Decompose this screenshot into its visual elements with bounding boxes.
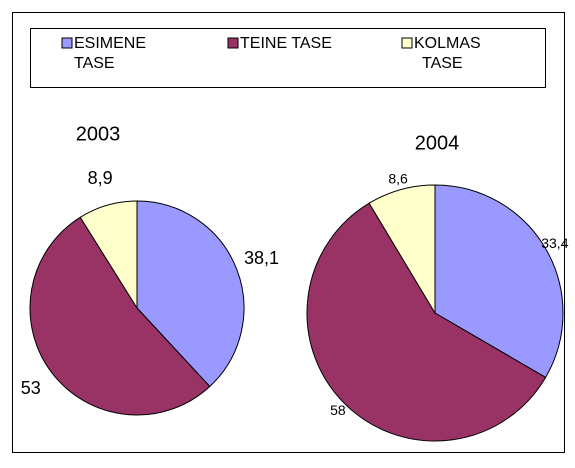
legend-swatch — [61, 37, 73, 49]
data-label: 8,6 — [388, 170, 408, 186]
pie-slice — [368, 184, 436, 315]
pie-slice — [29, 216, 211, 416]
legend-label: KOLMAS TASE — [414, 35, 481, 72]
pie-title: 2003 — [76, 123, 121, 145]
legend-word: TASE — [422, 55, 463, 72]
legend-label: ESIMENE TASE — [74, 35, 146, 72]
pie-slice — [434, 184, 564, 379]
pie-slice — [136, 200, 245, 388]
legend-word: KOLMAS — [414, 35, 481, 52]
legend-word: TASE — [74, 55, 115, 72]
data-label: 58 — [330, 402, 346, 418]
legend-swatch — [401, 37, 413, 49]
legend-swatch — [227, 37, 239, 49]
legend-label: TEINE TASE — [240, 35, 332, 52]
data-label: 8,9 — [88, 168, 113, 188]
legend-word: ESIMENE — [74, 35, 146, 52]
pie-slice — [306, 202, 547, 442]
pie-slice — [79, 200, 138, 310]
data-label: 38,1 — [244, 248, 279, 268]
data-label: 33,4 — [541, 235, 568, 251]
pie-title: 2004 — [415, 132, 460, 154]
data-label: 53 — [21, 378, 41, 398]
legend-box — [30, 28, 546, 88]
